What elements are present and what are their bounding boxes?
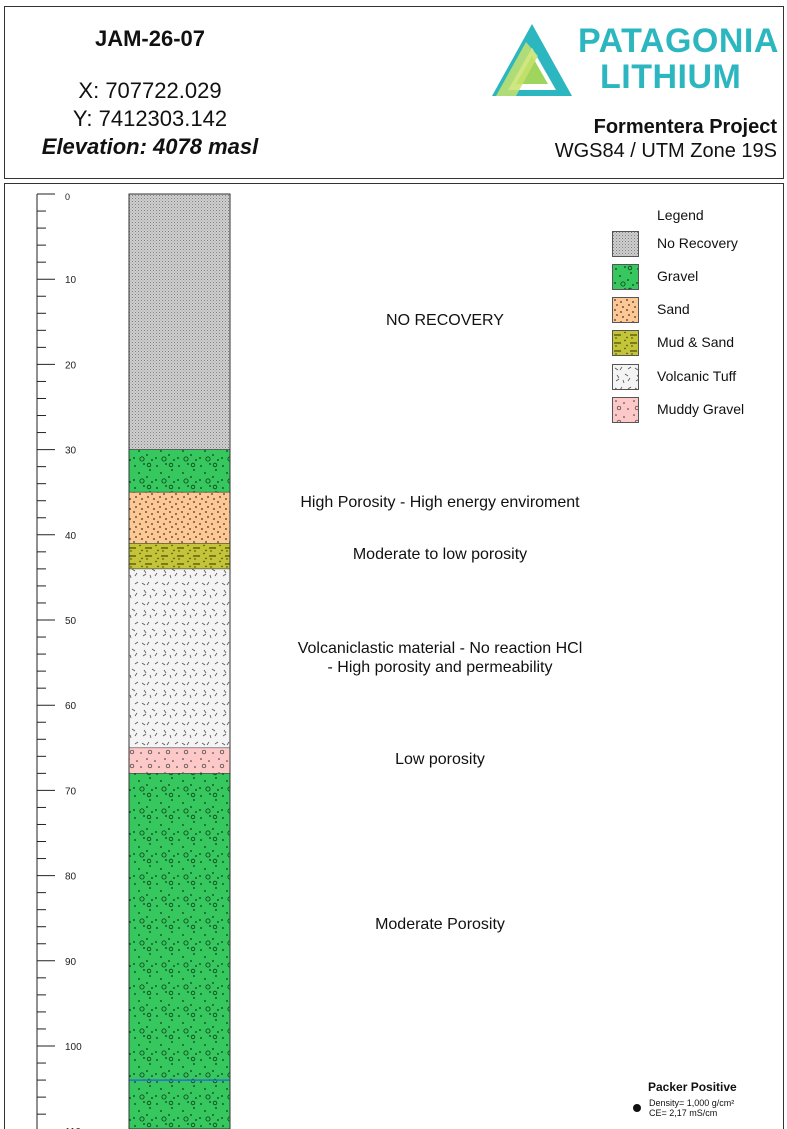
note-volcaniclastic-line1: Volcaniclastic material - No reaction HC… bbox=[297, 640, 583, 657]
lithology-interval-mudsand bbox=[128, 543, 231, 570]
legend-item-muddy-gravel: Muddy Gravel bbox=[612, 397, 782, 425]
brand-name-line2: LITHIUM bbox=[600, 58, 742, 96]
legend-item-sand: Sand bbox=[612, 297, 782, 325]
logo-triangle-accent bbox=[496, 42, 538, 96]
coordinate-datum: WGS84 / UTM Zone 19S bbox=[554, 140, 777, 162]
packer-density: Density= 1,000 g/cm² bbox=[649, 1098, 735, 1108]
packer-ce: CE= 2,17 mS/cm bbox=[649, 1108, 718, 1118]
note-low-porosity: Low porosity bbox=[395, 751, 485, 768]
legend-label: Mud & Sand bbox=[657, 334, 735, 350]
x-coordinate: X: 707722.029 bbox=[78, 78, 222, 103]
legend-label: Gravel bbox=[657, 268, 699, 284]
note-moderate-low-porosity: Moderate to low porosity bbox=[352, 546, 528, 563]
depth-tick-label: 0 bbox=[65, 192, 70, 202]
depth-tick-label: 30 bbox=[65, 446, 77, 457]
depth-tick-label: 10 bbox=[65, 275, 77, 286]
note-moderate-porosity: Moderate Porosity bbox=[375, 916, 505, 933]
depth-tick-label: 60 bbox=[65, 701, 77, 712]
legend-swatch-gravel bbox=[612, 264, 639, 290]
legend-title: Legend bbox=[657, 207, 704, 223]
lithology-interval-muddygravel bbox=[128, 747, 231, 774]
legend-item-gravel: Gravel bbox=[612, 264, 782, 292]
lithology-interval-sand bbox=[128, 491, 231, 544]
lithology-interval-no-recovery bbox=[128, 193, 231, 450]
project-name: Formentera Project bbox=[593, 116, 777, 138]
packer-dot-icon bbox=[633, 1104, 641, 1112]
legend-label: No Recovery bbox=[657, 235, 738, 251]
depth-tick-label: 20 bbox=[65, 360, 77, 371]
depth-tick-label: 70 bbox=[65, 786, 77, 797]
lithology-interval-gravel bbox=[128, 449, 231, 493]
legend-item-no-recovery: No Recovery bbox=[612, 231, 782, 259]
lithology-interval-gravel bbox=[128, 773, 231, 1129]
brand-name-line1: PATAGONIA bbox=[578, 22, 779, 60]
depth-tick-label: 90 bbox=[65, 957, 77, 968]
legend-label: Sand bbox=[657, 301, 690, 317]
patagonia-lithium-logo bbox=[492, 24, 572, 96]
packer-title: Packer Positive bbox=[648, 1080, 737, 1094]
lithology-column-outline bbox=[128, 193, 231, 1129]
note-volcaniclastic-line2: - High porosity and permeability bbox=[327, 659, 553, 676]
note-no-recovery: NO RECOVERY bbox=[386, 312, 504, 329]
depth-tick-label: 100 bbox=[65, 1042, 82, 1053]
y-coordinate: Y: 7412303.142 bbox=[72, 106, 228, 131]
legend-swatch-volcanic-tuff bbox=[612, 364, 639, 390]
depth-tick-label: 40 bbox=[65, 531, 77, 542]
depth-tick-label: 80 bbox=[65, 872, 77, 883]
lithology-interval-tuff bbox=[128, 568, 231, 749]
legend-swatch-no-recovery bbox=[612, 231, 639, 257]
log-panel bbox=[4, 183, 784, 1129]
hole-id: JAM-26-07 bbox=[94, 26, 206, 51]
depth-tick-label: 110 bbox=[65, 1127, 81, 1129]
legend-label: Muddy Gravel bbox=[657, 401, 745, 417]
header-panel bbox=[4, 6, 784, 179]
legend-label: Volcanic Tuff bbox=[657, 368, 737, 384]
legend-swatch-sand bbox=[612, 297, 639, 323]
legend-item-mud-sand: Mud & Sand bbox=[612, 330, 782, 358]
elevation: Elevation: 4078 masl bbox=[41, 134, 259, 159]
note-high-porosity: High Porosity - High energy enviroment bbox=[300, 494, 580, 511]
legend-item-volcanic-tuff: Volcanic Tuff bbox=[612, 364, 782, 392]
legend-swatch-mud-sand bbox=[612, 330, 639, 356]
depth-tick-label: 50 bbox=[65, 616, 77, 627]
legend-swatch-muddy-gravel bbox=[612, 397, 639, 423]
